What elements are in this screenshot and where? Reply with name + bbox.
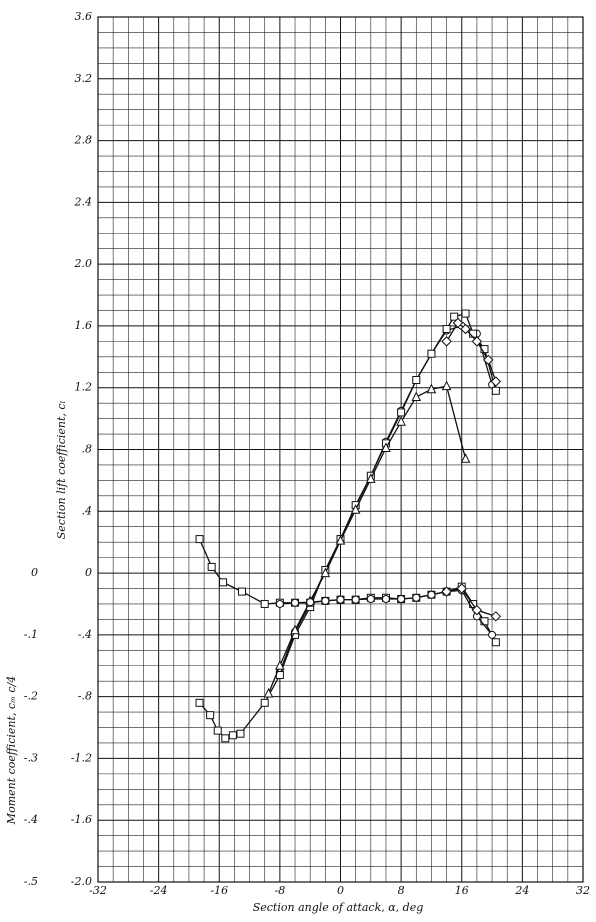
x-tick-label: 16	[455, 884, 469, 897]
y-tick-label: 1.2	[75, 381, 93, 394]
marker	[260, 698, 269, 707]
y-tick-label: .8	[82, 443, 93, 456]
marker	[427, 590, 436, 599]
marker	[471, 336, 483, 347]
marker	[456, 583, 467, 594]
marker	[488, 630, 497, 639]
y-tick-label: -.4	[78, 628, 92, 641]
marker	[219, 578, 228, 587]
marker	[491, 638, 500, 647]
marker	[207, 562, 216, 571]
marker	[491, 386, 500, 395]
y-tick-label: 1.6	[75, 319, 93, 332]
marker	[291, 598, 300, 607]
y-tick-label: -1.2	[71, 751, 92, 764]
marker	[275, 660, 285, 670]
x-tick-label: -24	[150, 884, 168, 897]
marker	[460, 323, 471, 335]
marker	[260, 599, 269, 608]
y2-tick-label: -.5	[24, 875, 38, 888]
marker	[461, 309, 470, 318]
marker	[412, 593, 421, 602]
y-tick-label: 2.0	[74, 257, 93, 270]
x-tick-label: 32	[576, 884, 590, 897]
marker	[275, 599, 284, 608]
plot-frame	[97, 16, 584, 883]
marker	[206, 711, 215, 720]
marker	[366, 595, 375, 604]
y2-tick-label: -.3	[24, 751, 38, 764]
marker	[396, 416, 406, 426]
x-tick-label: 8	[398, 884, 405, 897]
marker	[381, 595, 390, 604]
marker	[263, 687, 274, 698]
y2-tick-label: 0	[31, 566, 38, 579]
marker	[412, 375, 421, 384]
y-tick-label: .4	[82, 504, 93, 517]
y-tick-label: 3.6	[75, 10, 93, 23]
y2-tick-label: -.2	[24, 690, 38, 703]
marker	[381, 442, 391, 452]
marker	[351, 595, 360, 604]
marker	[441, 336, 452, 347]
marker	[397, 595, 406, 604]
x-tick-label: 0	[337, 884, 344, 897]
x-tick-label: -8	[275, 884, 286, 897]
y-tick-label: -.8	[78, 690, 92, 703]
marker	[490, 376, 502, 387]
marker	[336, 595, 345, 604]
marker	[483, 354, 494, 366]
marker	[426, 383, 437, 394]
marker	[195, 698, 204, 707]
y-tick-label: -2.0	[71, 875, 92, 888]
marker	[306, 598, 315, 607]
marker	[441, 586, 452, 597]
marker	[427, 349, 436, 358]
marker	[237, 587, 246, 596]
marker	[221, 734, 230, 743]
x-axis-label: Section angle of attack, α, deg	[253, 901, 424, 914]
marker	[442, 325, 451, 334]
marker	[350, 504, 361, 514]
y2-tick-label: -.4	[24, 813, 38, 826]
marker	[321, 596, 330, 605]
marker	[320, 567, 331, 578]
x-tick-label: 24	[514, 884, 529, 897]
y-axis-label: Section lift coefficient, cₗ	[55, 401, 68, 540]
marker	[480, 617, 489, 626]
marker	[290, 624, 300, 635]
marker	[397, 408, 406, 417]
marker	[228, 731, 237, 740]
marker	[452, 317, 464, 329]
x-tick-label: -32	[89, 884, 107, 897]
y-tick-label: -1.6	[71, 813, 92, 826]
marker	[441, 380, 452, 391]
x-tick-label: -16	[210, 884, 228, 897]
series-line	[267, 385, 467, 694]
y2-axis-label: Moment coefficient, cₘ c/4	[5, 676, 18, 825]
marker	[195, 535, 204, 544]
y-tick-label: 3.2	[75, 72, 93, 85]
marker	[411, 391, 422, 401]
marker	[460, 453, 471, 463]
y2-tick-label: -.1	[24, 628, 38, 641]
y-tick-label: 2.8	[74, 134, 93, 147]
y-tick-label: 0	[85, 566, 92, 579]
marker	[335, 535, 346, 545]
marker	[236, 729, 245, 738]
marker	[471, 604, 483, 616]
marker	[490, 611, 502, 622]
marker	[213, 726, 222, 735]
marker	[366, 473, 376, 483]
y-tick-label: 2.4	[74, 195, 93, 208]
marker	[450, 312, 459, 321]
series-line	[446, 587, 497, 617]
